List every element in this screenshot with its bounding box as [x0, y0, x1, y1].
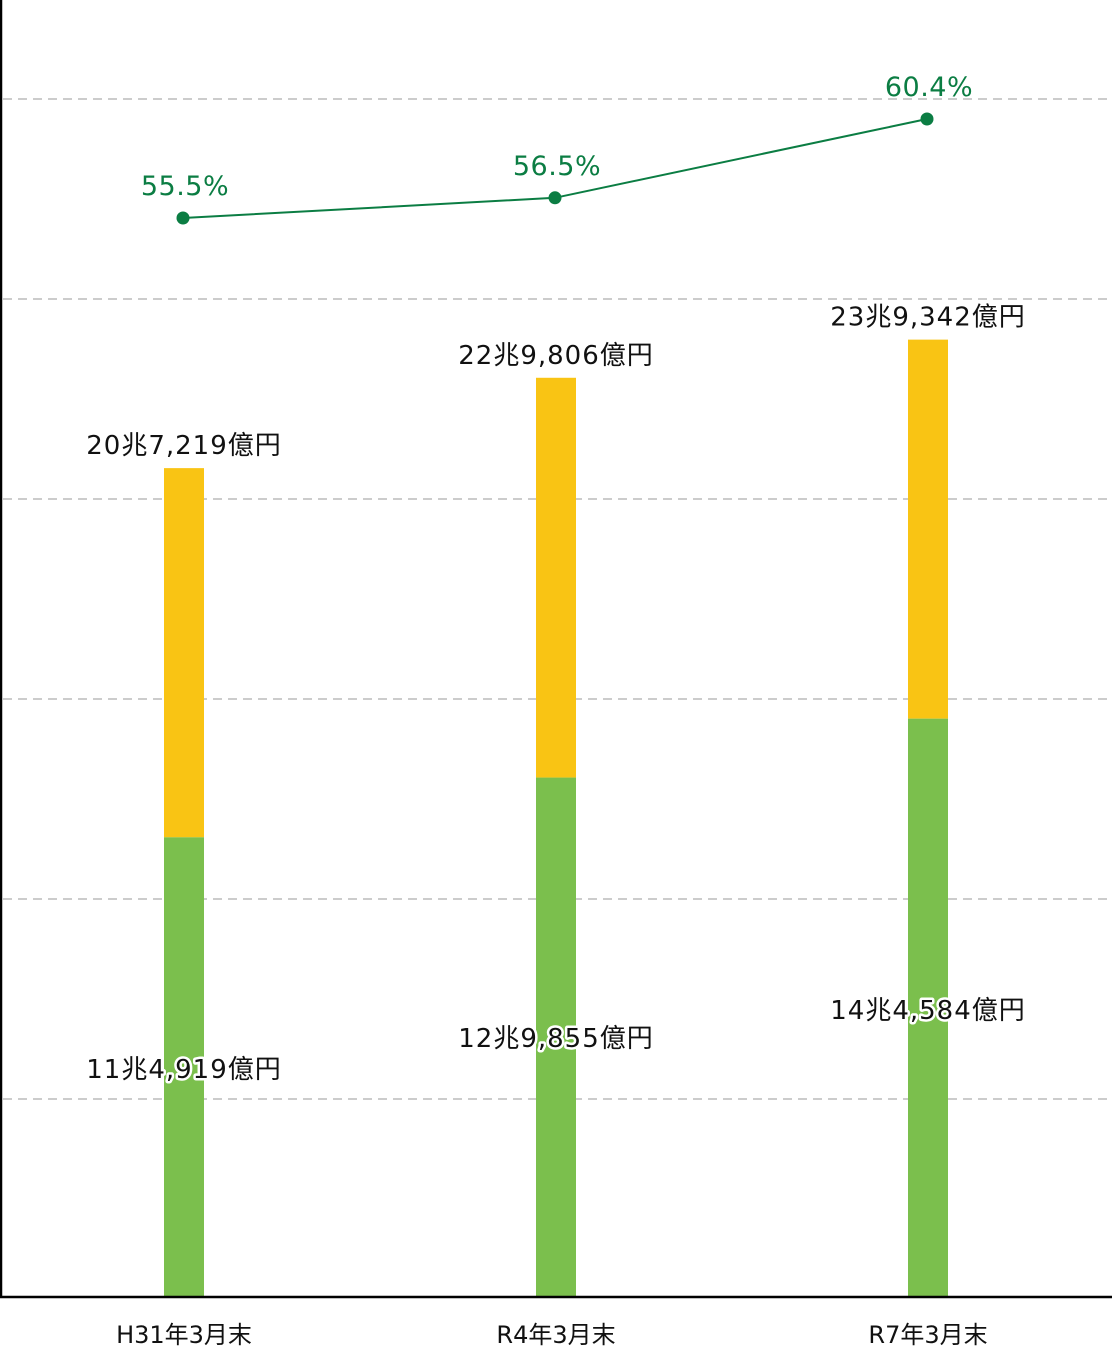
total-value-label: 23兆9,342億円 — [830, 303, 1026, 333]
lower-value-label: 12兆9,855億円 — [458, 1024, 654, 1054]
ratio-point — [920, 112, 934, 126]
category-label: R4年3月末 — [496, 1321, 615, 1349]
bars — [164, 339, 948, 1297]
bar-lower-segment — [164, 837, 204, 1297]
ratio-point — [548, 191, 562, 205]
ratio-value-label: 55.5% — [141, 171, 229, 202]
total-value-label: 20兆7,219億円 — [86, 431, 282, 461]
total-value-label: 22兆9,806億円 — [458, 341, 654, 371]
bar-upper-segment — [164, 468, 204, 838]
bar-lower-segment — [536, 777, 576, 1297]
ratio-point — [176, 211, 190, 225]
bar-upper-segment — [536, 377, 576, 778]
category-label: R7年3月末 — [868, 1321, 987, 1349]
lower-value-label: 11兆4,919億円 — [86, 1055, 282, 1085]
lower-value-label: 14兆4,584億円 — [830, 996, 1026, 1026]
value-labels: 20兆7,219億円 11兆4,919億円 22兆9,806億円 12兆9,855億円… — [84, 303, 1028, 1088]
category-label: H31年3月末 — [116, 1321, 252, 1349]
bar-upper-segment — [908, 339, 948, 719]
ratio-line: 55.5% 56.5% 60.4% — [141, 72, 973, 225]
ratio-value-label: 60.4% — [885, 72, 973, 103]
ratio-value-label: 56.5% — [513, 151, 601, 182]
bar-lower-segment — [908, 718, 948, 1297]
axes — [0, 0, 1112, 1299]
category-labels: H31年3月末 R4年3月末 R7年3月末 — [116, 1321, 988, 1349]
